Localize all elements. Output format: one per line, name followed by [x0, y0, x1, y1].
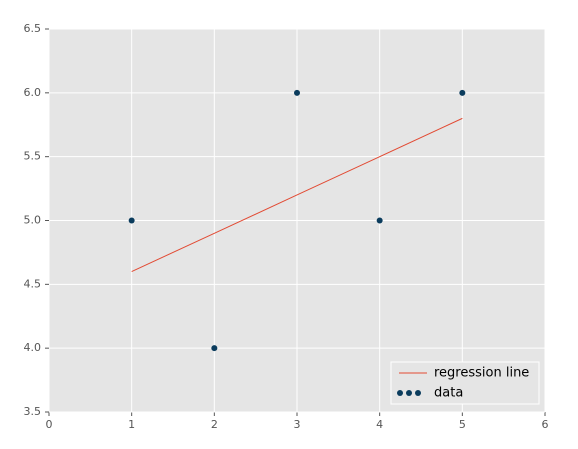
x-tick-label: 6	[542, 418, 549, 431]
x-tick-label: 2	[211, 418, 218, 431]
y-tick-label: 3.5	[24, 405, 42, 418]
y-tick-label: 6.0	[24, 86, 42, 99]
data-point	[459, 89, 466, 96]
y-tick-label: 4.0	[24, 341, 42, 354]
data-point	[128, 217, 135, 224]
x-tick-label: 3	[294, 418, 301, 431]
x-tick-label: 0	[46, 418, 53, 431]
y-tick-label: 6.5	[24, 22, 42, 35]
y-tick-label: 5.5	[24, 150, 42, 163]
data-point	[376, 217, 383, 224]
y-tick-label: 5.0	[24, 214, 42, 227]
x-tick-label: 4	[376, 418, 383, 431]
y-tick-label: 4.5	[24, 277, 42, 290]
data-point	[294, 89, 300, 96]
data-point	[211, 345, 218, 352]
legend-swatch	[406, 390, 412, 396]
legend-box	[390, 361, 540, 405]
legend-swatch	[415, 390, 421, 396]
legend: regression line data	[390, 361, 540, 405]
legend-label: data	[434, 386, 463, 401]
legend-label: regression line	[434, 366, 529, 381]
x-tick-label: 1	[128, 418, 135, 431]
regression-line	[131, 117, 463, 273]
x-tick-label: 5	[459, 418, 466, 431]
legend-swatch	[397, 390, 403, 396]
